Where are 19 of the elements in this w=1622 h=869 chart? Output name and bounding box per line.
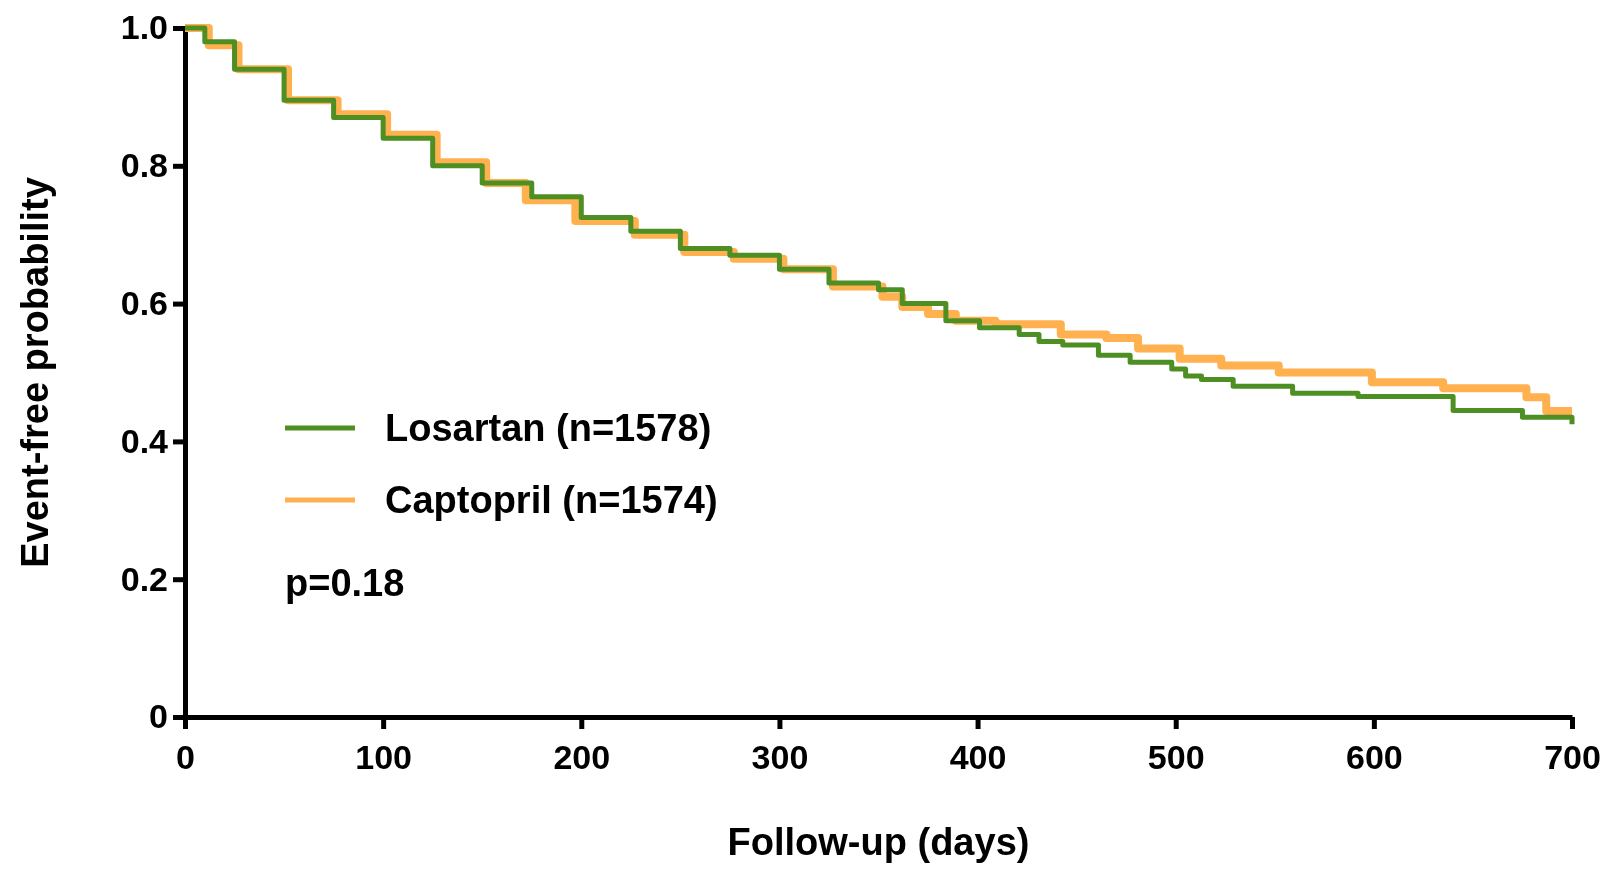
x-tick-label: 0	[176, 738, 195, 777]
y-tick-label: 0.4	[120, 421, 169, 460]
legend-label: Losartan (n=1578)	[385, 407, 712, 450]
y-tick-label: 0.6	[120, 283, 168, 322]
x-tick-label: 400	[949, 738, 1007, 777]
y-tick-label: 0.2	[120, 559, 168, 598]
x-tick-label: 100	[355, 738, 413, 777]
annotation: p=0.18	[285, 562, 405, 604]
x-tick-label: 300	[751, 738, 809, 777]
x-tick-label: 700	[1544, 738, 1601, 777]
legend-label: Captopril (n=1574)	[385, 479, 718, 522]
y-tick-label: 0.8	[120, 146, 168, 185]
y-tick-label: 0	[149, 697, 168, 736]
x-axis-title: Follow-up (days)	[727, 821, 1030, 863]
y-axis-title: Event-free probability	[14, 177, 56, 568]
x-tick-label: 600	[1345, 738, 1403, 777]
y-tick-label: 1.0	[120, 8, 168, 47]
x-tick-label: 500	[1147, 738, 1205, 777]
x-tick-label: 200	[553, 738, 611, 777]
